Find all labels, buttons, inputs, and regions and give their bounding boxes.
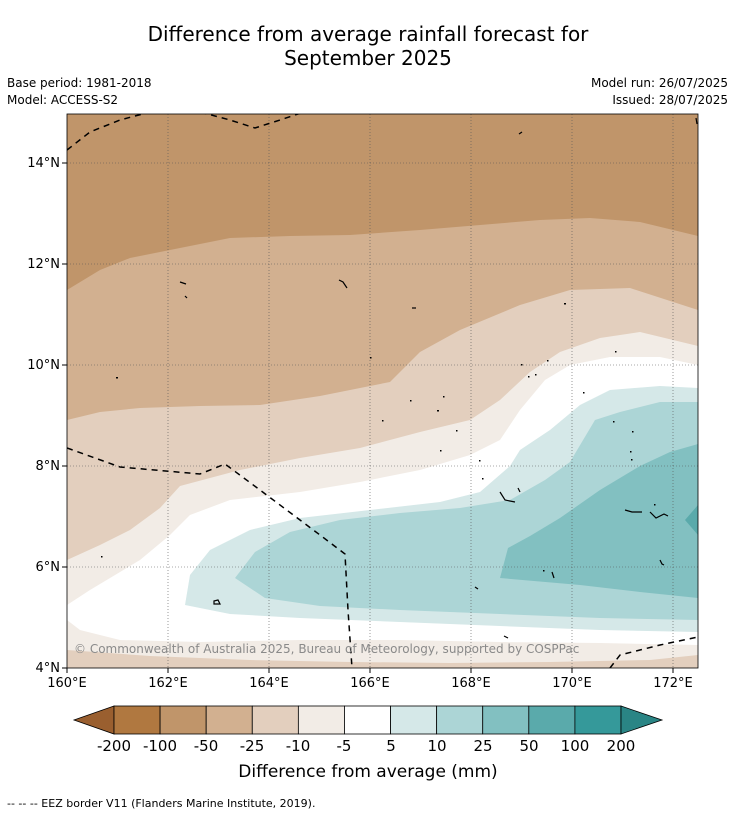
y-axis-ticks — [62, 162, 67, 669]
title-line-2: September 2025 — [284, 46, 452, 70]
title-line-1: Difference from average rainfall forecas… — [147, 22, 589, 46]
y-axis-labels: 4°N 6°N 8°N 10°N 12°N 14°N — [27, 156, 60, 676]
colorbar-swatch — [436, 705, 484, 735]
map-frame — [66, 113, 699, 669]
base-period: Base period: 1981-2018 — [7, 76, 152, 90]
colorbar-label: 5 — [386, 737, 396, 755]
colorbar-label: -200 — [96, 737, 132, 755]
colorbar-title: Difference from average (mm) — [238, 762, 498, 782]
colorbar-swatch — [251, 705, 299, 735]
eez-border — [67, 114, 698, 668]
colorbar-label: 10 — [427, 737, 447, 755]
colorbar-swatch — [159, 705, 207, 735]
contour-50-to-100 — [685, 505, 698, 535]
copyright-notice: © Commonwealth of Australia 2025, Bureau… — [74, 642, 579, 656]
contour-minus-25-to-10-south — [67, 650, 698, 668]
colorbar-label: 50 — [519, 737, 539, 755]
colorbar — [72, 705, 664, 735]
small-islets — [101, 303, 656, 572]
map-title: Difference from average rainfall forecas… — [0, 22, 736, 70]
colorbar-label: -25 — [239, 737, 265, 755]
x-axis-labels: 160°E 162°E 164°E 166°E 168°E 170°E 172°… — [47, 676, 693, 691]
contour-25-to-50 — [500, 444, 698, 598]
x-tick-label: 170°E — [552, 676, 592, 691]
x-tick-label: 166°E — [350, 676, 390, 691]
colorbar-swatch — [482, 705, 530, 735]
colorbar-label: -100 — [142, 737, 178, 755]
colorbar-swatch — [344, 705, 391, 735]
y-tick-label: 4°N — [36, 661, 61, 676]
colorbar-label: -10 — [285, 737, 311, 755]
colorbar-swatch — [205, 705, 253, 735]
colorbar-swatch — [528, 705, 576, 735]
x-tick-label: 162°E — [148, 676, 188, 691]
x-tick-label: 168°E — [451, 676, 491, 691]
colorbar-label: -5 — [336, 737, 352, 755]
contour-layer — [67, 114, 698, 668]
x-axis-ticks — [66, 668, 674, 673]
model-name: Model: ACCESS-S2 — [7, 93, 119, 107]
colorbar-extend-low — [72, 705, 115, 735]
x-tick-label: 172°E — [653, 676, 693, 691]
y-tick-label: 12°N — [27, 257, 60, 272]
eez-legend-note: -- -- -- EEZ border V11 (Flanders Marine… — [7, 797, 316, 810]
lat-lon-grid — [67, 114, 698, 668]
run-info: Model run: 26/07/2025 Issued: 28/07/2025 — [591, 75, 728, 109]
colorbar-label: 200 — [606, 737, 636, 755]
issued-date: Issued: 28/07/2025 — [612, 93, 728, 107]
y-tick-label: 10°N — [27, 358, 60, 373]
colorbar-swatch — [297, 705, 345, 735]
x-tick-label: 160°E — [47, 676, 87, 691]
y-tick-label: 6°N — [36, 560, 61, 575]
colorbar-label: 25 — [473, 737, 493, 755]
x-tick-label: 164°E — [249, 676, 289, 691]
colorbar-label: 100 — [560, 737, 590, 755]
colorbar-swatch — [113, 705, 161, 735]
model-run: Model run: 26/07/2025 — [590, 76, 728, 90]
islands — [179, 117, 698, 639]
colorbar-label: -50 — [193, 737, 219, 755]
colorbar-swatch — [390, 705, 438, 735]
colorbar-swatch — [574, 705, 622, 735]
colorbar-extend-high — [620, 705, 664, 735]
model-info: Base period: 1981-2018 Model: ACCESS-S2 — [7, 75, 152, 109]
y-tick-label: 14°N — [27, 156, 60, 171]
y-tick-label: 8°N — [36, 459, 61, 474]
